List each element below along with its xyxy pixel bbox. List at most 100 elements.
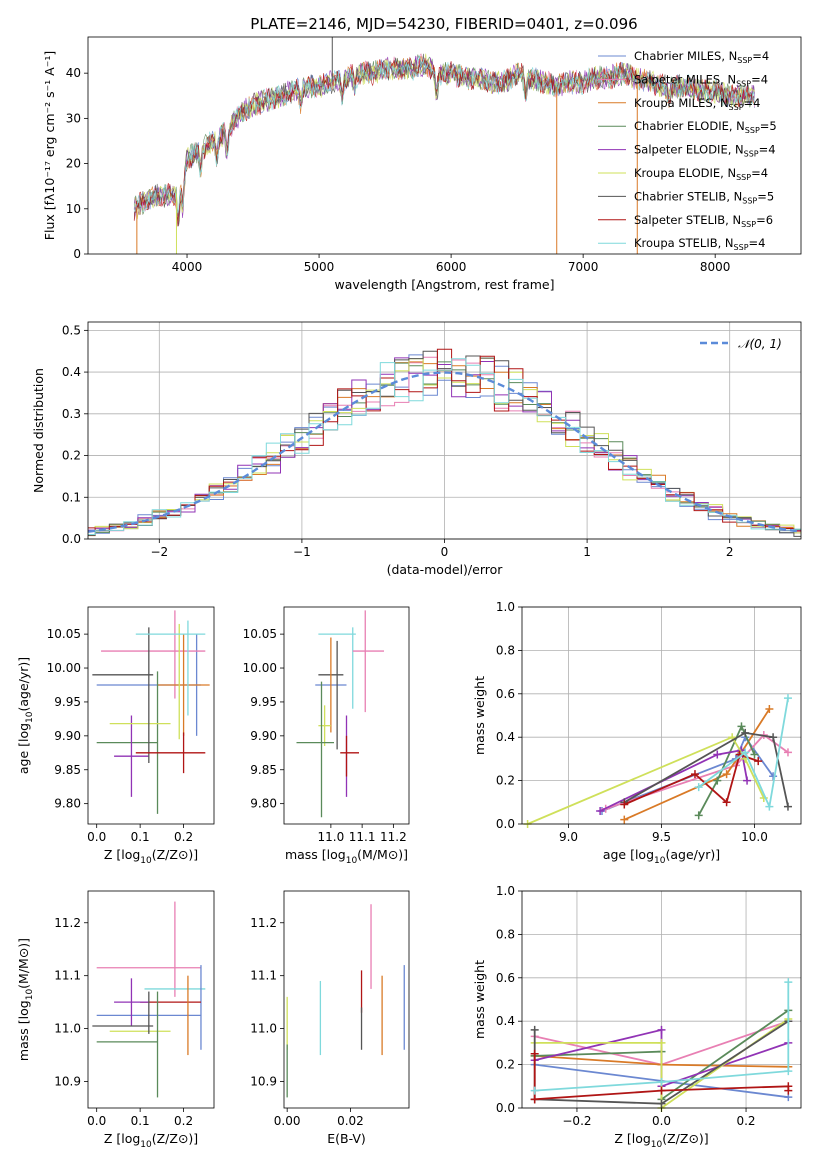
- y-tick-label: 0.4: [62, 365, 81, 379]
- weight-marker: [694, 811, 703, 820]
- x-axis-label-main: age [log: [603, 847, 654, 862]
- weight-marker: [769, 733, 778, 742]
- x-tick-label: 0.1: [131, 830, 150, 844]
- y-tick-label: 0.6: [496, 971, 515, 985]
- y-tick-label: 0.0: [496, 817, 515, 831]
- y-tick-label: 0.4: [496, 1014, 515, 1028]
- y-tick-label: 0.4: [496, 730, 515, 744]
- x-tick-label: −2: [150, 545, 168, 559]
- y-tick-label: 0.2: [496, 1058, 515, 1072]
- axes-frame: [283, 606, 410, 825]
- y-tick-label: 11.1: [250, 969, 277, 983]
- ticks: −0.2 0.0 0.2 0.0 0.2 0.4 0.6 0.8 1.0: [496, 884, 756, 1128]
- x-tick-label: −0.2: [562, 1114, 591, 1128]
- legend-label-main: Kroupa ELODIE, N: [634, 166, 736, 180]
- weight-marker: [783, 802, 792, 811]
- x-tick-label: 0: [441, 545, 449, 559]
- legend-label-tail: =4: [744, 96, 761, 110]
- ticks: 4000 5000 6000 7000 8000 0 10 20 30 40: [66, 66, 731, 274]
- weight-marker: [530, 1049, 539, 1058]
- legend-label-sub: SSP: [741, 220, 756, 229]
- weight-marker: [620, 800, 629, 809]
- spectrum-line: [133, 55, 755, 214]
- legend-label-main: Chabrier MILES, N: [634, 49, 737, 63]
- y-tick-label: 11.2: [54, 916, 81, 930]
- legend-label: Chabrier ELODIE, NSSP=5: [634, 119, 777, 135]
- weight-marker: [783, 694, 792, 703]
- weight-marker: [784, 1067, 793, 1076]
- legend-label-main: Salpeter MILES, N: [634, 72, 736, 86]
- legend-label-tail: =5: [757, 189, 774, 203]
- weight-marker: [694, 783, 703, 792]
- x-axis-label-main: Z [log: [104, 847, 140, 862]
- legend-label: Salpeter STELIB, NSSP=6: [634, 213, 773, 229]
- weight-marker: [657, 1038, 666, 1047]
- legend-label-tail: =4: [751, 166, 768, 180]
- y-tick-label: 1.0: [496, 884, 515, 898]
- x-axis-label-sub: 10: [140, 1140, 152, 1150]
- axes-frame: [283, 890, 410, 1109]
- plot-area: [286, 904, 405, 1098]
- panel-spectrum: 4000 5000 6000 7000 8000 0 10 20 30 40 wavelength …: [42, 36, 802, 292]
- weight-marker: [741, 748, 750, 757]
- y-tick-label: 10.00: [243, 661, 277, 675]
- y-tick-label: 0.1: [62, 490, 81, 504]
- x-tick-label: 11.0: [318, 830, 345, 844]
- weight-marker: [657, 1025, 666, 1034]
- x-tick-label: 2: [726, 545, 734, 559]
- histogram-step: [88, 357, 801, 532]
- y-tick-label: 0: [73, 247, 81, 261]
- legend-label: Salpeter ELODIE, NSSP=4: [634, 143, 776, 159]
- x-tick-label: 5000: [304, 260, 335, 274]
- y-axis-label-sub: 10: [25, 711, 35, 723]
- x-tick-label: 0.00: [274, 1114, 301, 1128]
- panel-mass-vs-Z: 0.0 0.1 0.210.911.011.111.2Z [log10(Z/Z⊙)]…: [16, 890, 215, 1150]
- axes-frame: [87, 890, 215, 1109]
- x-axis-label-sub: 10: [140, 856, 152, 866]
- weight-marker: [722, 770, 731, 779]
- y-tick-label: 10.9: [54, 1075, 81, 1089]
- legend-label-main: Kroupa STELIB, N: [634, 236, 734, 250]
- axes-frame: [87, 36, 802, 255]
- weight-marker: [620, 815, 629, 824]
- legend-label: Chabrier MILES, NSSP=4: [634, 49, 769, 65]
- y-axis-label-tail: (age/yr)]: [16, 657, 31, 712]
- x-axis-label-tail: (Z/Z⊙)]: [152, 847, 198, 862]
- panel-mass-weight-vs-age: 9.0 9.5 10.0 0.0 0.2 0.4 0.6 0.8 1.0 age [log10(a…: [472, 600, 802, 866]
- y-axis-label: mass weight: [472, 960, 487, 1039]
- legend-label-main: Salpeter ELODIE, N: [634, 143, 744, 157]
- legend-label: Kroupa ELODIE, NSSP=4: [634, 166, 768, 182]
- y-axis-label-main: age [log: [16, 723, 31, 774]
- y-tick-label: 11.0: [250, 1022, 277, 1036]
- y-tick-label: 9.85: [54, 763, 81, 777]
- plot-area: [296, 610, 384, 818]
- y-axis-label-sub: 10: [25, 989, 35, 1001]
- weight-line: [534, 982, 790, 1092]
- legend-label-tail: =6: [756, 213, 773, 227]
- y-tick-label: 20: [66, 157, 81, 171]
- legend-label-sub: SSP: [734, 243, 749, 252]
- y-tick-label: 9.90: [54, 729, 81, 743]
- weight-marker: [530, 1086, 539, 1095]
- y-axis-label-main: mass [log: [16, 1000, 31, 1061]
- y-tick-label: 10.05: [243, 627, 277, 641]
- y-axis-label: Flux [fλ10⁻¹⁷ erg cm⁻² s⁻¹ A⁻¹]: [42, 51, 57, 240]
- y-tick-label: 11.2: [250, 916, 277, 930]
- plot-area: [92, 901, 206, 1098]
- normal-curve: [88, 371, 799, 533]
- y-tick-label: 10.00: [47, 661, 81, 675]
- plot-area: [523, 694, 792, 828]
- y-axis-label-tail: (M/M⊙)]: [16, 938, 31, 989]
- x-tick-label: 0.02: [337, 1114, 364, 1128]
- y-tick-label: 0.5: [62, 323, 81, 337]
- x-axis-label: Z [log10(Z/Z⊙)]: [104, 1131, 198, 1150]
- weight-line: [623, 708, 771, 821]
- plot-area: [530, 978, 793, 1112]
- weight-marker: [784, 978, 793, 987]
- x-tick-label: 9.0: [559, 830, 578, 844]
- legend-label-sub: SSP: [729, 103, 744, 112]
- y-axis-label: mass [log10(M/M⊙)]: [16, 938, 35, 1061]
- weight-line: [697, 724, 756, 816]
- legend-label-main: Kroupa MILES, N: [634, 96, 729, 110]
- panel-mass-vs-EBV: 0.00 0.02 10.9 11.0 11.1 11.2 E(B-V): [250, 890, 410, 1146]
